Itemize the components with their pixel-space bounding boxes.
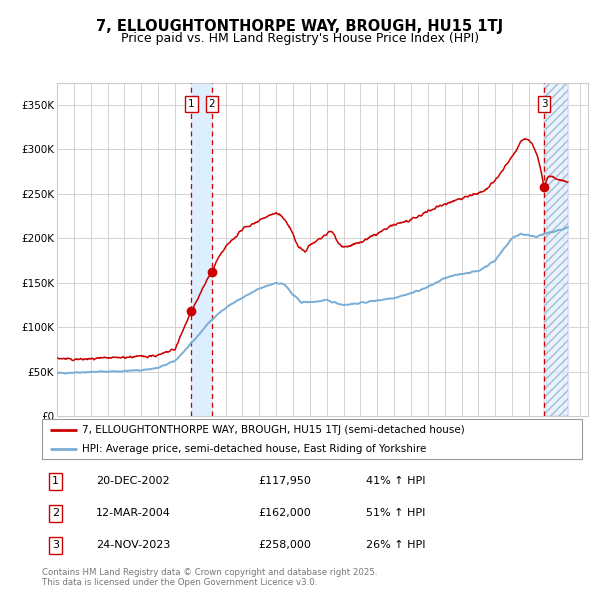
Bar (191, 83, 212, 416)
Text: 2: 2 (209, 99, 215, 109)
Bar (544, 83, 568, 416)
Text: 2: 2 (52, 509, 59, 518)
Text: 12-MAR-2004: 12-MAR-2004 (96, 509, 171, 518)
Text: 41% ↑ HPI: 41% ↑ HPI (366, 476, 425, 486)
Text: £162,000: £162,000 (258, 509, 311, 518)
Text: £258,000: £258,000 (258, 540, 311, 550)
FancyBboxPatch shape (42, 419, 582, 459)
Text: 24-NOV-2023: 24-NOV-2023 (96, 540, 170, 550)
Text: Price paid vs. HM Land Registry's House Price Index (HPI): Price paid vs. HM Land Registry's House … (121, 32, 479, 45)
Bar (544, 83, 568, 416)
Text: £117,950: £117,950 (258, 476, 311, 486)
Text: 26% ↑ HPI: 26% ↑ HPI (366, 540, 425, 550)
Text: HPI: Average price, semi-detached house, East Riding of Yorkshire: HPI: Average price, semi-detached house,… (83, 444, 427, 454)
Text: 51% ↑ HPI: 51% ↑ HPI (366, 509, 425, 518)
Text: 1: 1 (188, 99, 194, 109)
Text: 3: 3 (52, 540, 59, 550)
Text: 1: 1 (52, 476, 59, 486)
Text: 20-DEC-2002: 20-DEC-2002 (96, 476, 170, 486)
Text: 3: 3 (541, 99, 547, 109)
Text: 7, ELLOUGHTONTHORPE WAY, BROUGH, HU15 1TJ (semi-detached house): 7, ELLOUGHTONTHORPE WAY, BROUGH, HU15 1T… (83, 425, 465, 435)
Text: Contains HM Land Registry data © Crown copyright and database right 2025.
This d: Contains HM Land Registry data © Crown c… (42, 568, 377, 587)
Text: 7, ELLOUGHTONTHORPE WAY, BROUGH, HU15 1TJ: 7, ELLOUGHTONTHORPE WAY, BROUGH, HU15 1T… (97, 19, 503, 34)
